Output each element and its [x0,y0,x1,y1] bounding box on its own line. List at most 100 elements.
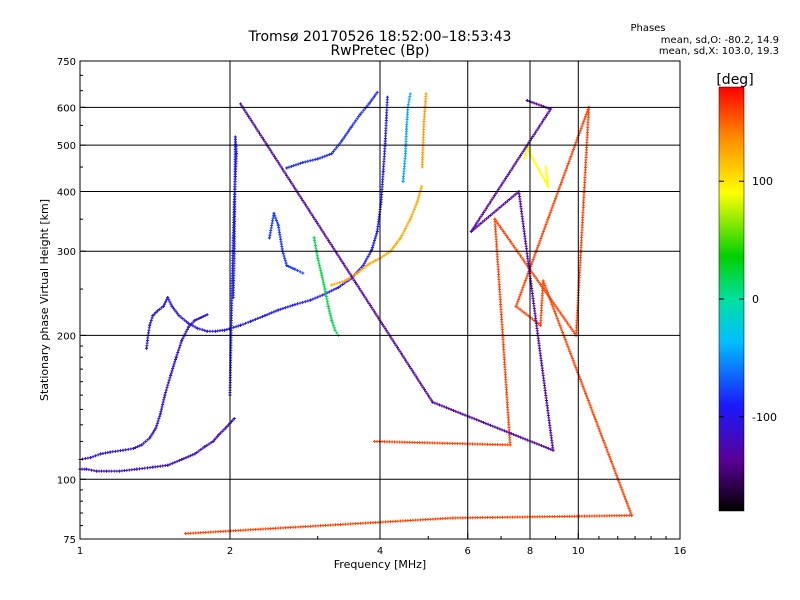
data-point [321,280,325,284]
data-point [444,406,448,410]
data-point [445,441,449,445]
data-point [306,159,310,163]
data-point [234,152,238,156]
data-point [544,445,548,449]
data-point [376,316,380,320]
data-point [570,327,574,331]
data-point [584,160,588,164]
data-point [361,264,365,268]
data-point [375,90,379,94]
data-point [364,259,368,263]
data-point [382,159,386,163]
data-point [209,441,213,445]
data-point [383,147,387,151]
data-point [463,413,467,417]
data-point [407,100,411,104]
data-point [174,355,178,359]
data-point [421,141,425,145]
data-point [588,403,592,407]
data-point [169,371,173,375]
data-point [555,316,559,320]
data-point [505,430,509,434]
data-point [189,323,193,327]
data-point [331,321,335,325]
data-point [285,173,289,177]
data-point [497,285,501,289]
data-point [498,295,502,299]
data-point [133,446,137,450]
data-point [116,449,120,453]
y-tick-label: 500 [57,141,76,152]
y-tick-label: 100 [57,475,76,486]
data-point [273,214,277,218]
data-point [205,443,209,447]
data-point [549,208,553,212]
data-point [484,421,488,425]
data-point [365,257,369,261]
data-point [575,323,579,327]
data-point [416,198,420,202]
colorbar-tick-label: -100 [752,411,777,424]
data-point [348,272,352,276]
data-point [540,234,544,238]
data-point [331,245,335,249]
data-point [318,156,322,160]
data-point [270,311,274,315]
data-point [453,441,457,445]
data-point [420,184,424,188]
data-point [191,453,195,457]
data-point [569,352,573,356]
data-point [477,223,481,227]
data-point [542,445,546,449]
data-point [621,490,625,494]
data-point [96,453,100,457]
x-tick-label: 4 [377,546,383,557]
data-point [382,253,386,257]
data-point [482,210,486,214]
data-point [601,438,605,442]
data-point [505,400,509,404]
data-point [275,159,279,163]
data-point [532,101,536,105]
data-point [207,442,211,446]
data-point [584,150,588,154]
data-point [524,276,528,280]
data-point [580,228,584,232]
data-point [201,446,205,450]
data-point [385,100,389,104]
data-point [113,449,117,453]
data-point [299,161,303,165]
data-point [217,433,221,437]
data-point [429,398,433,402]
data-point [508,443,512,447]
data-point [610,462,614,466]
data-point [451,516,455,520]
data-point [263,314,267,318]
data-point [268,148,272,152]
data-point [274,216,278,220]
data-point [326,304,330,308]
data-point [433,401,437,405]
data-point [191,320,195,324]
data-point [532,158,536,162]
data-point [428,396,432,400]
data-point [491,424,495,428]
data-point [320,273,324,277]
data-point [580,231,584,235]
data-point [400,440,404,444]
data-point [625,502,629,506]
data-point [586,118,590,122]
data-point [494,209,498,213]
data-point [504,375,508,379]
data-point [420,165,424,169]
data-point [574,366,578,370]
data-point [203,329,207,333]
data-point [513,193,517,197]
data-point [383,136,387,140]
data-point [331,323,335,327]
data-point [270,150,274,154]
data-point [554,314,558,318]
data-point [262,138,266,142]
data-point [257,131,261,135]
data-point [499,305,503,309]
